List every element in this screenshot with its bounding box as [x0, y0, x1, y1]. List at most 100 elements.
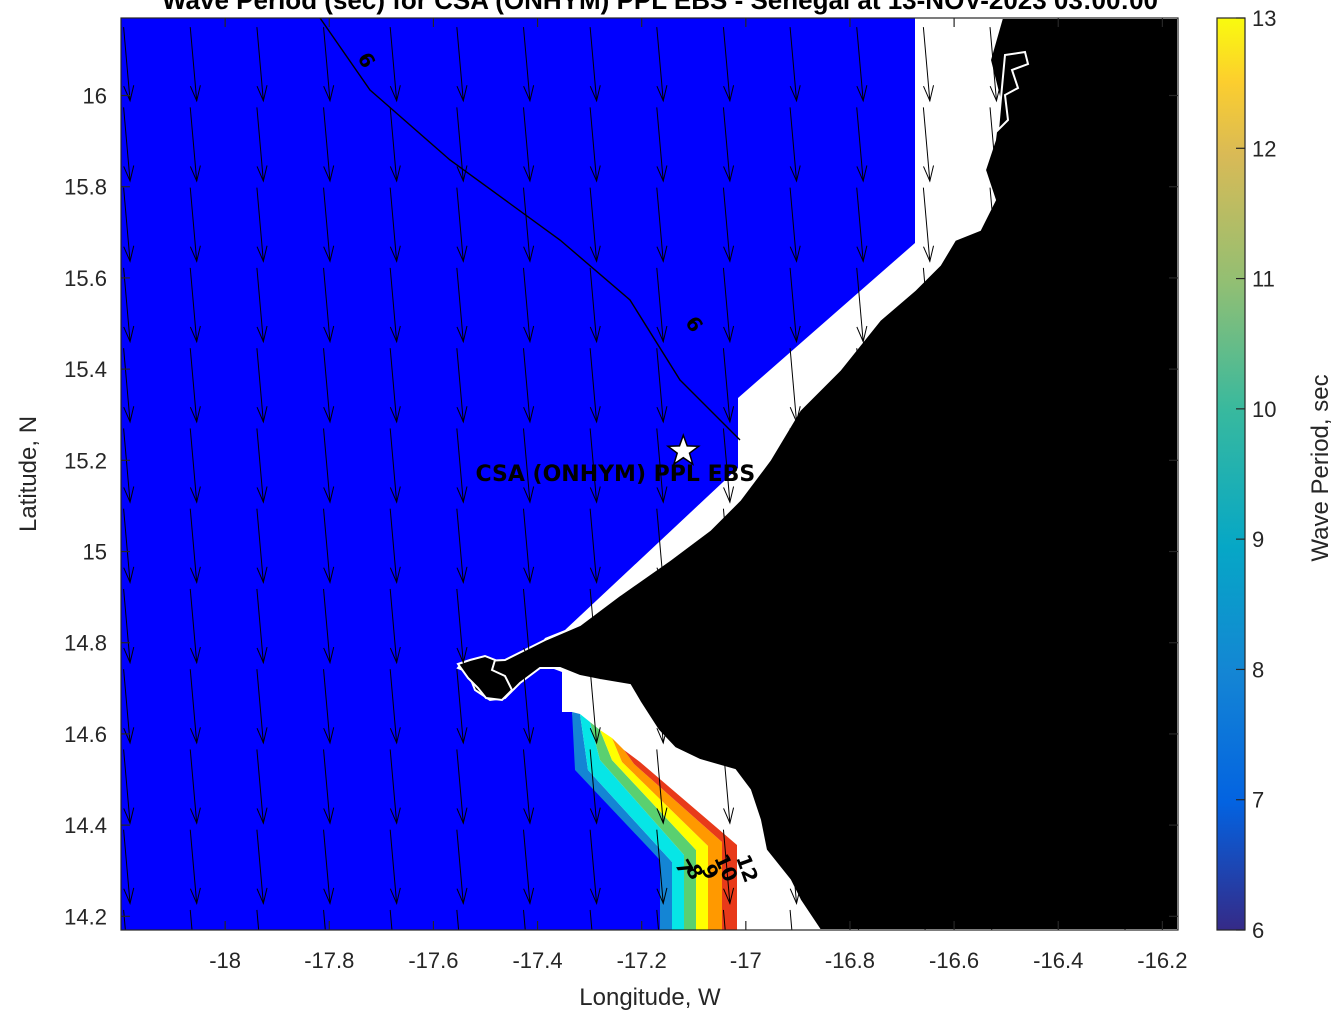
wave-arrow — [456, 27, 468, 103]
y-axis-ticks: 16 15.8 15.6 15.4 15.2 15 14.8 14.6 14.4 14.2 — [64, 84, 1178, 929]
wave-arrow — [1056, 428, 1068, 504]
wave-arrow — [1122, 588, 1134, 665]
wave-arrow — [589, 749, 601, 825]
wave-arrow — [389, 107, 401, 183]
wave-arrow — [256, 829, 268, 905]
wave-arrow — [856, 829, 868, 905]
x-tick-label: -16.2 — [1137, 948, 1187, 973]
wave-arrow — [189, 348, 201, 424]
wave-arrow — [989, 749, 1001, 825]
wave-arrow — [1122, 749, 1134, 825]
wave-arrow — [256, 27, 268, 103]
colorbar-tick-label: 13 — [1252, 6, 1276, 31]
wave-arrow — [656, 909, 660, 930]
wave-arrow — [1122, 909, 1126, 930]
wave-arrow — [922, 267, 935, 344]
wave-arrow — [522, 669, 535, 745]
wave-arrow — [722, 348, 735, 424]
wave-arrow — [323, 348, 335, 424]
wave-arrow — [922, 749, 935, 825]
x-tick-label: -17.4 — [512, 948, 562, 973]
wave-arrow — [456, 428, 468, 504]
wave-arrow — [1056, 749, 1068, 825]
wave-arrow — [1122, 187, 1134, 263]
wave-arrow — [522, 348, 535, 424]
wave-arrow — [1122, 669, 1134, 745]
wave-arrow — [856, 107, 868, 183]
wave-arrow — [589, 508, 601, 584]
wave-arrow — [123, 829, 135, 905]
wave-arrow — [722, 749, 735, 825]
y-tick-label: 15.6 — [64, 266, 107, 291]
y-tick-label: 15.2 — [64, 448, 107, 473]
wave-arrow — [522, 428, 535, 504]
x-tick-label: -17.6 — [408, 948, 458, 973]
wave-arrow — [256, 588, 268, 665]
wave-arrow — [922, 187, 935, 263]
wave-arrow — [256, 749, 268, 825]
wave-arrow — [1056, 508, 1068, 584]
wave-arrow — [256, 669, 268, 745]
wave-arrow — [922, 588, 935, 665]
wave-arrow — [1122, 508, 1134, 584]
wave-arrow — [123, 669, 135, 745]
wave-arrow — [456, 508, 468, 584]
y-tick-label: 14.6 — [64, 722, 107, 747]
wave-arrow — [589, 107, 601, 183]
wave-arrow — [856, 267, 868, 344]
colorbar-tick-label: 9 — [1252, 527, 1264, 552]
wave-arrow — [522, 267, 535, 344]
wave-arrow — [323, 187, 335, 263]
x-tick-label: -16.4 — [1033, 948, 1083, 973]
wave-arrow — [256, 107, 268, 183]
wave-arrow — [1122, 348, 1134, 424]
wave-arrow — [323, 107, 335, 183]
wave-direction-arrows — [123, 27, 1134, 930]
y-tick-label: 16 — [83, 84, 107, 109]
period-band-12 — [612, 738, 722, 930]
wave-arrow — [123, 428, 135, 504]
coastal-island — [996, 50, 1030, 133]
x-tick-label: -17.8 — [304, 948, 354, 973]
wave-arrow — [1056, 348, 1068, 424]
wave-arrow — [123, 588, 135, 665]
plot-frame — [120, 17, 1179, 931]
wave-arrow — [856, 909, 859, 930]
wave-arrow — [789, 267, 801, 344]
y-tick-label: 15.4 — [64, 357, 107, 382]
wave-arrow — [989, 107, 1001, 183]
wave-arrow — [656, 508, 668, 584]
wave-arrow — [656, 107, 668, 183]
wave-arrow — [922, 107, 935, 183]
wave-arrow — [656, 187, 668, 263]
y-tick-label: 15.8 — [64, 175, 107, 200]
wave-arrow — [522, 187, 535, 263]
wave-arrow — [856, 27, 868, 103]
wave-arrow — [1056, 27, 1068, 103]
wave-arrow — [989, 187, 1001, 263]
wave-arrow — [522, 107, 535, 183]
wave-arrow — [189, 829, 201, 905]
wave-arrow — [856, 187, 868, 263]
station-label: CSA (ONHYM) PPL EBS — [475, 462, 755, 487]
wave-arrow — [856, 749, 868, 825]
wave-arrow — [722, 829, 735, 905]
wave-arrow — [789, 749, 801, 825]
period-band-8 — [572, 712, 672, 930]
wave-arrow — [456, 267, 468, 344]
period-band-11 — [600, 730, 708, 930]
wave-arrow — [789, 588, 801, 665]
wave-arrow — [789, 187, 801, 263]
wave-arrow — [656, 749, 668, 825]
ocean-period-field — [121, 18, 915, 930]
colorbar: 6 7 8 9 10 11 12 13 Wave Period, sec — [1216, 6, 1334, 943]
wave-arrow — [856, 588, 868, 665]
wave-arrow — [656, 428, 668, 504]
wave-arrow — [922, 909, 926, 930]
wave-arrow — [1122, 829, 1134, 905]
wave-arrow — [989, 27, 1001, 103]
wave-arrow — [722, 187, 735, 263]
wave-arrow — [323, 829, 335, 905]
